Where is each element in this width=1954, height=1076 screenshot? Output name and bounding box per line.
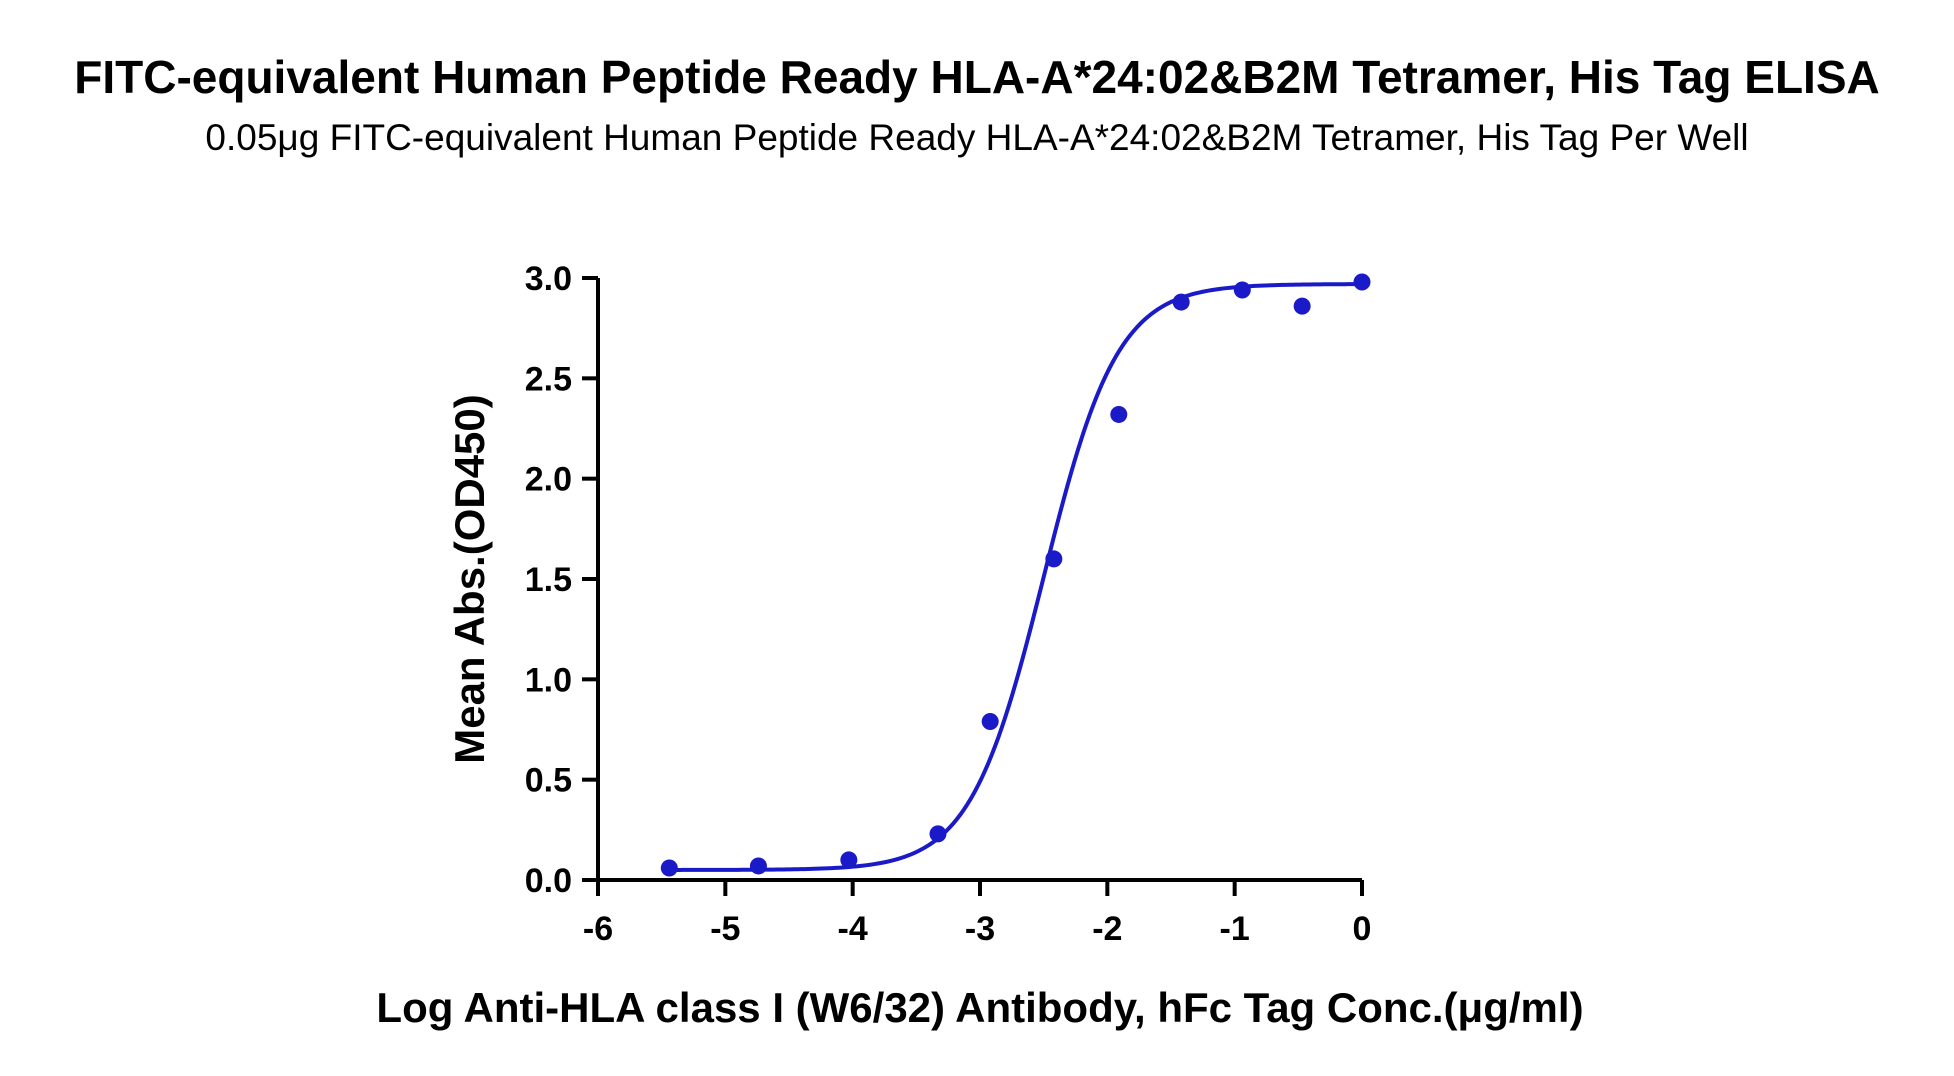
data-point [1172,293,1190,311]
y-tick-label: 3.0 [525,260,572,298]
data-point [1353,273,1371,291]
x-tick-label: -2 [1092,910,1122,948]
chart-subtitle: 0.05μg FITC-equivalent Human Peptide Rea… [205,117,1748,158]
x-tick-label: -5 [710,910,740,948]
x-tick-label: -6 [583,910,613,948]
x-axis-label: Log Anti-HLA class I (W6/32) Antibody, h… [376,984,1583,1031]
y-tick-label: 0.0 [525,862,572,900]
data-point [1233,281,1251,299]
data-point [929,825,947,843]
data-point [1045,550,1063,568]
data-point [981,712,999,730]
data-points-group [660,273,1371,877]
data-point [749,857,767,875]
y-tick-label: 2.5 [525,360,572,398]
x-tick-label: -4 [838,910,868,948]
y-tick-label: 2.0 [525,461,572,499]
x-tick-label: -3 [965,910,995,948]
y-axis: 0.0 0.5 1.0 1.5 2.0 2.5 3.0 [525,260,600,900]
y-axis-label: Mean Abs.(OD450) [446,394,493,764]
y-tick-label: 0.5 [525,762,572,800]
data-point [1110,405,1128,423]
fit-curve [669,282,1363,872]
y-tick-label: 1.5 [525,561,572,599]
data-point [1293,297,1311,315]
chart-title: FITC-equivalent Human Peptide Ready HLA-… [74,51,1879,103]
y-tick-label: 1.0 [525,661,572,699]
data-point [840,851,858,869]
x-tick-label: -1 [1220,910,1250,948]
data-point [660,859,678,877]
x-tick-label: 0 [1353,910,1372,948]
fit-curve-group [669,282,1363,872]
x-axis: -6 -5 -4 -3 -2 -1 0 [583,878,1372,948]
